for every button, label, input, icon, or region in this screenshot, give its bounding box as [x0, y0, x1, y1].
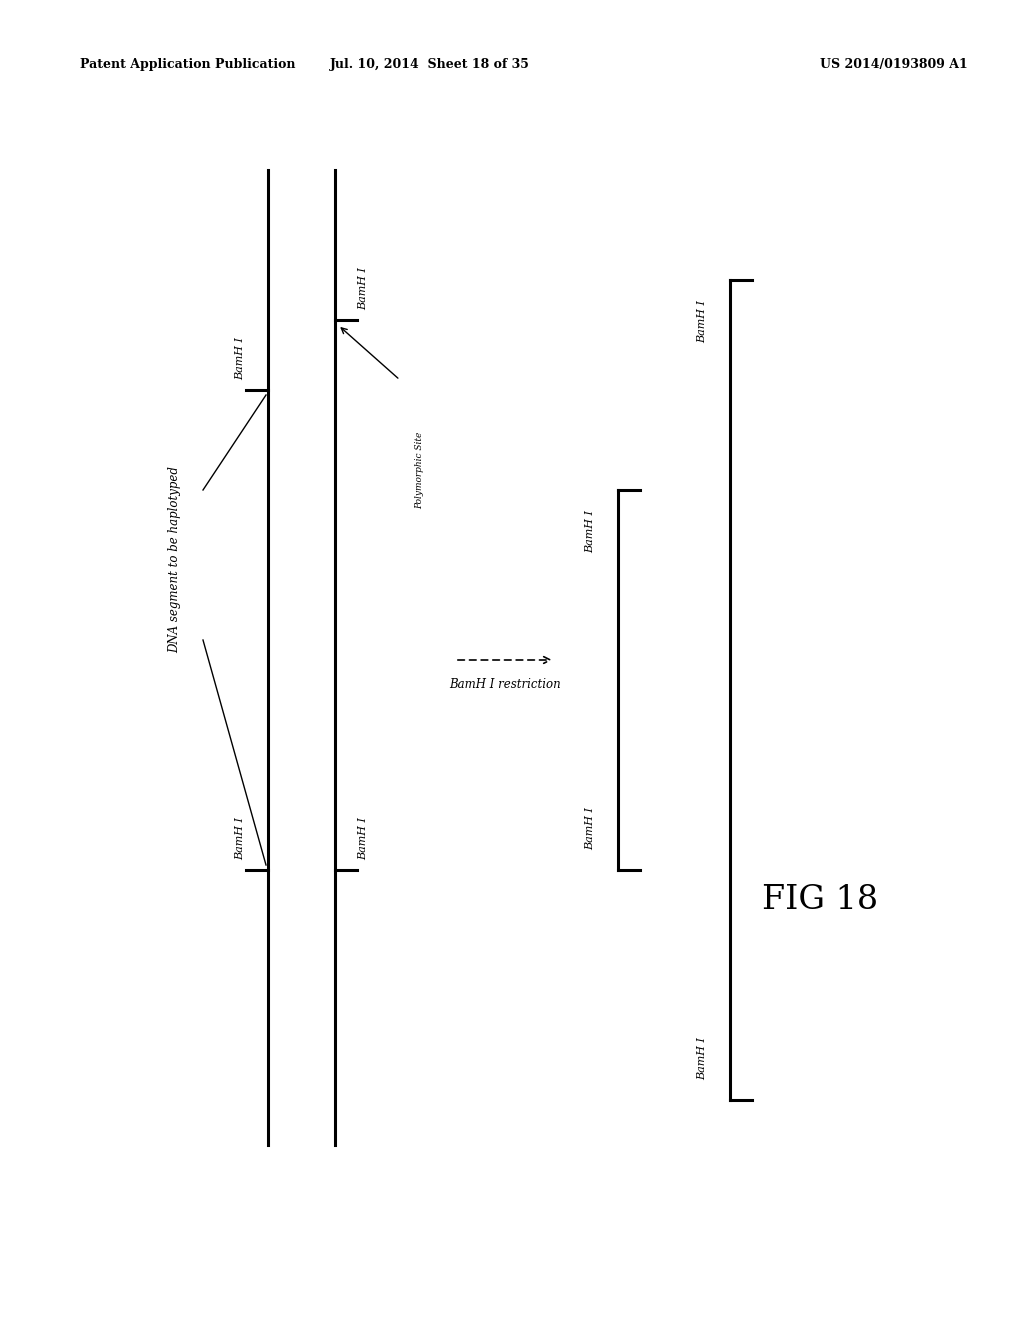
Text: BamH I: BamH I [234, 337, 245, 380]
Text: BamH I: BamH I [234, 817, 245, 861]
Text: US 2014/0193809 A1: US 2014/0193809 A1 [820, 58, 968, 71]
Text: BamH I: BamH I [697, 300, 707, 343]
Text: BamH I: BamH I [585, 807, 595, 850]
Text: BamH I: BamH I [697, 1038, 707, 1080]
Text: BamH I: BamH I [358, 817, 368, 861]
Text: Jul. 10, 2014  Sheet 18 of 35: Jul. 10, 2014 Sheet 18 of 35 [330, 58, 530, 71]
Text: BamH I restriction: BamH I restriction [450, 678, 561, 690]
Text: BamH I: BamH I [358, 267, 368, 310]
Text: FIG 18: FIG 18 [762, 884, 878, 916]
Text: Patent Application Publication: Patent Application Publication [80, 58, 296, 71]
Text: BamH I: BamH I [585, 510, 595, 553]
Text: Polymorphic Site: Polymorphic Site [416, 432, 425, 508]
Text: DNA segment to be haplotyped: DNA segment to be haplotyped [169, 466, 181, 653]
